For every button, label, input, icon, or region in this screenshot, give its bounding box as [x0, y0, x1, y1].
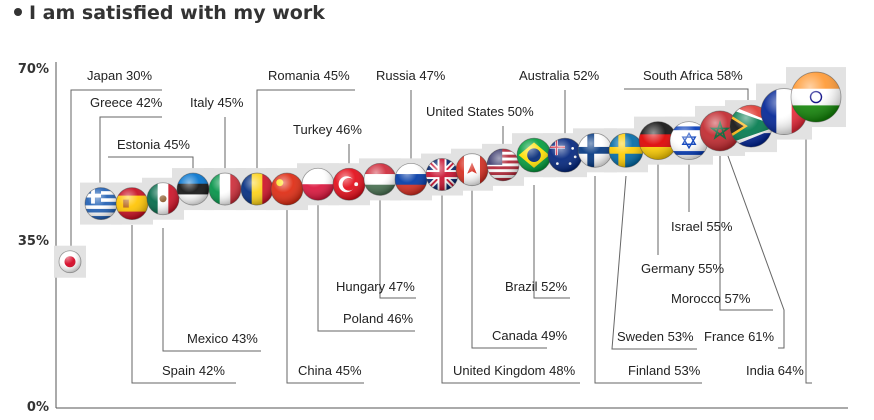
- leader-line: [317, 205, 415, 332]
- leader-line: [624, 88, 749, 100]
- point-label: Brazil 52%: [505, 279, 568, 294]
- chart-title: I am satisfied with my work: [14, 2, 325, 24]
- point-label: Poland 46%: [343, 311, 414, 326]
- italy-flag-icon: [208, 172, 242, 206]
- united-kingdom-flag-icon: [425, 158, 459, 191]
- australia-flag-icon: [547, 137, 583, 173]
- united-states-flag-icon: [486, 148, 520, 182]
- canada-flag-icon: [455, 153, 489, 187]
- point-label: Hungary 47%: [336, 279, 415, 294]
- point-label: South Africa 58%: [643, 68, 743, 83]
- point-label: France 61%: [704, 329, 775, 344]
- leader-lines: [70, 88, 812, 384]
- bullet-icon: [14, 8, 22, 16]
- point-label: Australia 52%: [519, 68, 600, 83]
- hungary-flag-icon: [363, 162, 397, 196]
- leader-line: [162, 228, 261, 352]
- point-label: United States 50%: [426, 104, 534, 119]
- point-label: Israel 55%: [671, 219, 733, 234]
- leader-line: [286, 205, 364, 384]
- point-label: Russia 47%: [376, 68, 446, 83]
- point-label: United Kingdom 48%: [453, 363, 576, 378]
- point-label: Spain 42%: [162, 363, 225, 378]
- finland-flag-icon: [577, 132, 613, 168]
- leader-line: [594, 176, 702, 384]
- flag-markers: [54, 67, 846, 278]
- point-label: Sweden 53%: [617, 329, 694, 344]
- leader-line: [379, 198, 416, 299]
- point-label: Germany 55%: [641, 261, 725, 276]
- mexico-flag-icon: [146, 182, 180, 216]
- point-label: Mexico 43%: [187, 331, 258, 346]
- point-label: Estonia 45%: [117, 137, 190, 152]
- poland-flag-icon: [301, 167, 335, 201]
- point-label: India 64%: [746, 363, 804, 378]
- sweden-flag-icon: [608, 132, 644, 168]
- japan-flag-icon: [58, 250, 82, 274]
- point-label: Italy 45%: [190, 95, 244, 110]
- leader-line: [719, 145, 773, 311]
- romania-flag-icon: [240, 172, 274, 206]
- spain-flag-icon: [115, 187, 149, 221]
- point-label: Finland 53%: [628, 363, 701, 378]
- leader-line: [611, 175, 697, 350]
- y-tick-label: 0%: [27, 400, 49, 415]
- point-label: Morocco 57%: [671, 291, 751, 306]
- leader-line: [441, 192, 580, 384]
- point-label: Canada 49%: [492, 328, 568, 343]
- point-label: China 45%: [298, 363, 362, 378]
- india-flag-icon: [790, 71, 842, 123]
- turkey-flag-icon: [332, 167, 366, 201]
- leader-line: [70, 89, 162, 251]
- leader-line: [533, 185, 570, 299]
- leader-line: [783, 111, 812, 384]
- leader-line: [108, 156, 194, 172]
- germany-flag-icon: [638, 121, 678, 161]
- leader-line: [99, 116, 162, 188]
- israel-flag-icon: [669, 121, 709, 161]
- point-label: Greece 42%: [90, 95, 163, 110]
- chart-title-text: I am satisfied with my work: [29, 2, 325, 24]
- leader-line: [131, 225, 236, 384]
- point-label: Japan 30%: [87, 68, 152, 83]
- leader-line: [723, 144, 785, 349]
- y-tick-label: 70%: [18, 62, 49, 77]
- russia-flag-icon: [394, 162, 428, 196]
- point-label: Turkey 46%: [293, 122, 362, 137]
- brazil-flag-icon: [516, 137, 552, 173]
- estonia-flag-icon: [176, 172, 210, 206]
- leader-line: [256, 89, 355, 172]
- china-flag-icon: [270, 172, 304, 206]
- leader-line: [471, 188, 547, 349]
- greece-flag-icon: [84, 187, 118, 221]
- point-labels: Japan 30% Greece 42% Spain 42% Mexico 43% Es…: [87, 68, 804, 378]
- morocco-flag-icon: [699, 110, 741, 152]
- y-tick-label: 35%: [18, 234, 49, 249]
- point-label: Romania 45%: [268, 68, 350, 83]
- y-axis: 70% 35% 0%: [18, 62, 848, 415]
